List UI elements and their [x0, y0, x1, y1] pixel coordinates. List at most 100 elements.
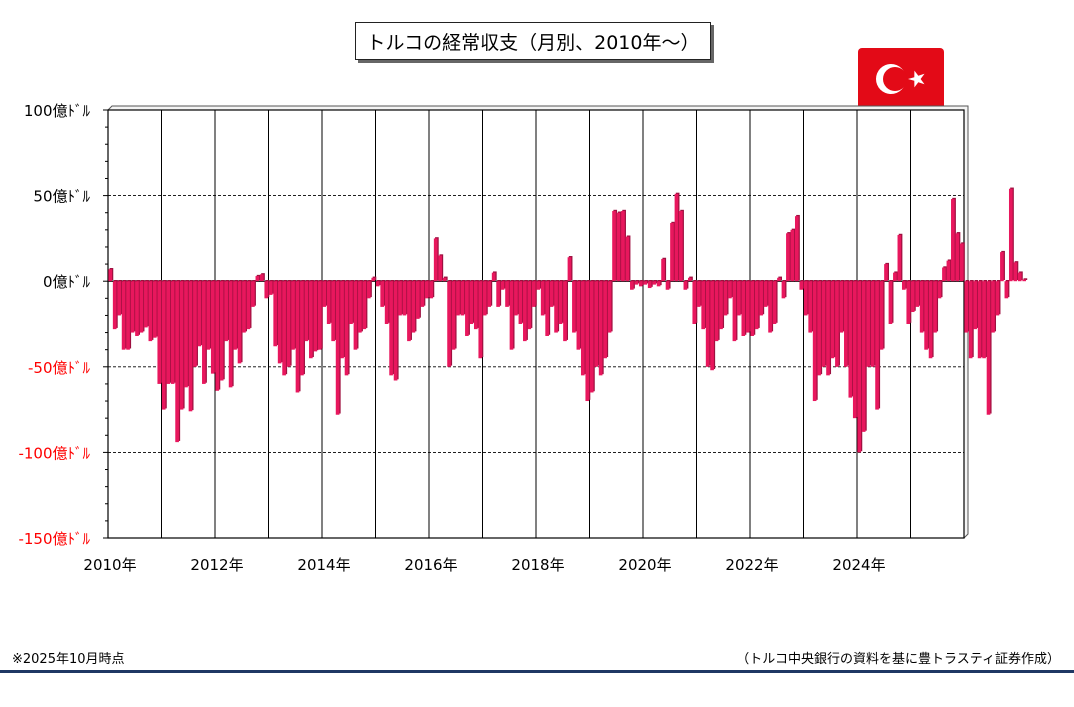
bar	[1013, 262, 1018, 282]
bar	[741, 281, 746, 336]
bar	[830, 281, 835, 359]
bar	[465, 281, 469, 336]
bar	[447, 281, 451, 367]
bar	[790, 229, 795, 282]
bar	[184, 281, 188, 388]
bar	[946, 260, 951, 282]
bar	[1022, 279, 1027, 282]
bar	[380, 281, 385, 307]
bar	[451, 281, 456, 350]
bar	[456, 281, 460, 316]
bar	[576, 281, 581, 350]
bar	[879, 281, 884, 350]
bar	[112, 281, 117, 330]
bar	[812, 281, 817, 402]
bar	[652, 281, 656, 285]
bar	[545, 281, 549, 336]
bar	[295, 281, 300, 393]
bar	[625, 236, 630, 282]
bar	[242, 281, 246, 333]
bar	[536, 281, 541, 290]
bar	[398, 281, 402, 316]
bar	[152, 281, 157, 338]
bar	[505, 281, 509, 307]
bar	[300, 281, 304, 376]
bar	[991, 281, 995, 333]
bar	[750, 281, 755, 336]
bar	[478, 281, 483, 359]
bar	[130, 281, 135, 333]
bar	[959, 243, 964, 282]
source-note: （トルコ中央銀行の資料を基に豊トラスティ証券作成）	[736, 652, 1060, 667]
bar	[179, 281, 184, 410]
bar	[580, 281, 585, 376]
bar	[523, 281, 527, 342]
bar	[852, 281, 857, 419]
bar	[429, 281, 434, 299]
bar	[754, 281, 759, 330]
bar	[772, 281, 777, 324]
bar	[621, 211, 625, 282]
bar	[893, 272, 897, 282]
bar	[901, 281, 906, 290]
bar	[469, 281, 474, 324]
footnote: ※2025年10月時点	[12, 652, 125, 667]
bar	[839, 281, 844, 333]
bar	[982, 281, 986, 359]
y-tick-label: -100億ﾄﾞﾙ	[18, 444, 90, 462]
bar	[291, 281, 295, 350]
bar	[964, 281, 969, 333]
bar	[759, 281, 763, 316]
bar	[567, 257, 572, 282]
bar	[723, 281, 728, 316]
bar	[701, 281, 706, 330]
bar	[861, 281, 866, 432]
bar	[402, 281, 407, 316]
bar	[358, 281, 362, 333]
bar	[384, 281, 389, 324]
bar	[803, 281, 808, 316]
bar	[344, 281, 349, 376]
bar	[228, 281, 233, 388]
bar	[259, 274, 264, 282]
bar	[304, 281, 309, 342]
bar	[888, 281, 893, 324]
bar	[126, 281, 130, 350]
bar	[674, 193, 679, 282]
bar	[919, 281, 924, 333]
bar	[687, 277, 692, 282]
bar	[416, 281, 420, 319]
bar	[728, 281, 732, 299]
bar	[937, 281, 942, 299]
bar	[719, 281, 723, 330]
bar	[202, 281, 206, 384]
bar	[777, 277, 781, 282]
bar	[656, 281, 661, 287]
bar	[433, 238, 438, 282]
bar	[540, 281, 545, 316]
bar	[273, 281, 278, 347]
x-tick-label: 2020年	[618, 556, 671, 574]
bar	[518, 281, 523, 324]
bar	[161, 281, 166, 410]
bar	[554, 281, 558, 333]
y-tick-label: 50億ﾄﾞﾙ	[33, 188, 90, 206]
bar	[781, 281, 786, 299]
bar	[255, 276, 260, 282]
bar	[375, 281, 380, 287]
bar	[897, 234, 902, 282]
bar	[594, 281, 599, 367]
bar	[942, 267, 946, 282]
bar	[442, 277, 447, 282]
bar	[224, 281, 228, 342]
bar	[835, 281, 839, 367]
bar	[977, 281, 982, 359]
bar	[986, 281, 991, 415]
bar	[487, 281, 492, 307]
bar	[282, 281, 286, 376]
bar	[995, 281, 1000, 316]
bar	[817, 281, 821, 376]
bar	[794, 216, 799, 282]
bar	[170, 281, 175, 384]
x-tick-label: 2024年	[832, 556, 885, 574]
